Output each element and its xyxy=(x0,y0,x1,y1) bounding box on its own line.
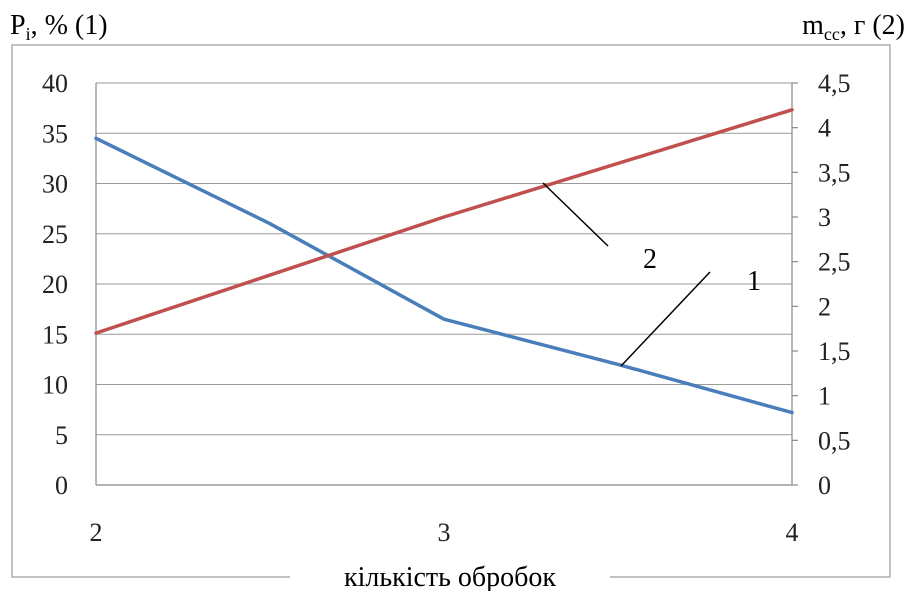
left-axis-title: Pi, % (1) xyxy=(10,10,108,44)
callout-label-1: 1 xyxy=(747,266,761,297)
left-tick-label: 5 xyxy=(55,421,68,450)
right-tick-label: 1,5 xyxy=(818,337,851,366)
left-tick-label: 0 xyxy=(55,471,68,500)
series-line-1 xyxy=(94,136,794,415)
left-axis-title-main: P xyxy=(10,10,26,41)
right-tick-label: 3,5 xyxy=(818,158,851,187)
axes xyxy=(95,83,793,486)
x-tick-labels: 2 3 4 xyxy=(90,518,799,547)
right-tick-label: 3 xyxy=(818,203,831,232)
series-layer xyxy=(94,108,794,415)
left-tick-label: 15 xyxy=(42,320,68,349)
left-tick-label: 40 xyxy=(42,69,68,98)
right-tick-labels: 0 0,5 1 1,5 2 2,5 3 3,5 4 4,5 xyxy=(792,69,851,500)
right-tick-label: 1 xyxy=(818,382,831,411)
x-axis-title: кількість обробок xyxy=(344,562,556,591)
left-axis-title-sub: i xyxy=(26,24,31,44)
left-tick-label: 30 xyxy=(42,170,68,199)
callout-label-2: 2 xyxy=(643,244,657,275)
x-tick-label: 4 xyxy=(786,518,799,547)
right-tick-label: 0 xyxy=(818,471,831,500)
right-axis-title: mcc, г (2) xyxy=(802,10,905,44)
right-axis-title-suffix: , г (2) xyxy=(840,10,905,41)
x-axis-title-bg xyxy=(290,563,610,591)
callout-line-1 xyxy=(620,271,711,367)
right-axis-title-main: m xyxy=(802,10,824,41)
right-tick-label: 2,5 xyxy=(818,248,851,277)
series-line-2 xyxy=(94,108,794,335)
right-tick-label: 4,5 xyxy=(818,69,851,98)
callout-line-2 xyxy=(542,182,609,247)
right-tick-label: 0,5 xyxy=(818,426,851,455)
right-tick-label: 4 xyxy=(818,114,831,143)
left-tick-label: 20 xyxy=(42,270,68,299)
x-tick-label: 2 xyxy=(90,518,103,547)
gridlines xyxy=(96,82,792,436)
left-tick-label: 10 xyxy=(42,371,68,400)
left-tick-labels: 0 5 10 15 20 25 30 35 40 xyxy=(42,69,68,500)
left-axis-title-suffix: , % (1) xyxy=(31,10,108,41)
left-tick-label: 25 xyxy=(42,220,68,249)
right-tick-label: 2 xyxy=(818,292,831,321)
x-tick-label: 3 xyxy=(438,518,451,547)
left-tick-label: 35 xyxy=(42,119,68,148)
right-axis-title-sub: cc xyxy=(824,24,840,44)
chart-frame xyxy=(11,44,891,578)
